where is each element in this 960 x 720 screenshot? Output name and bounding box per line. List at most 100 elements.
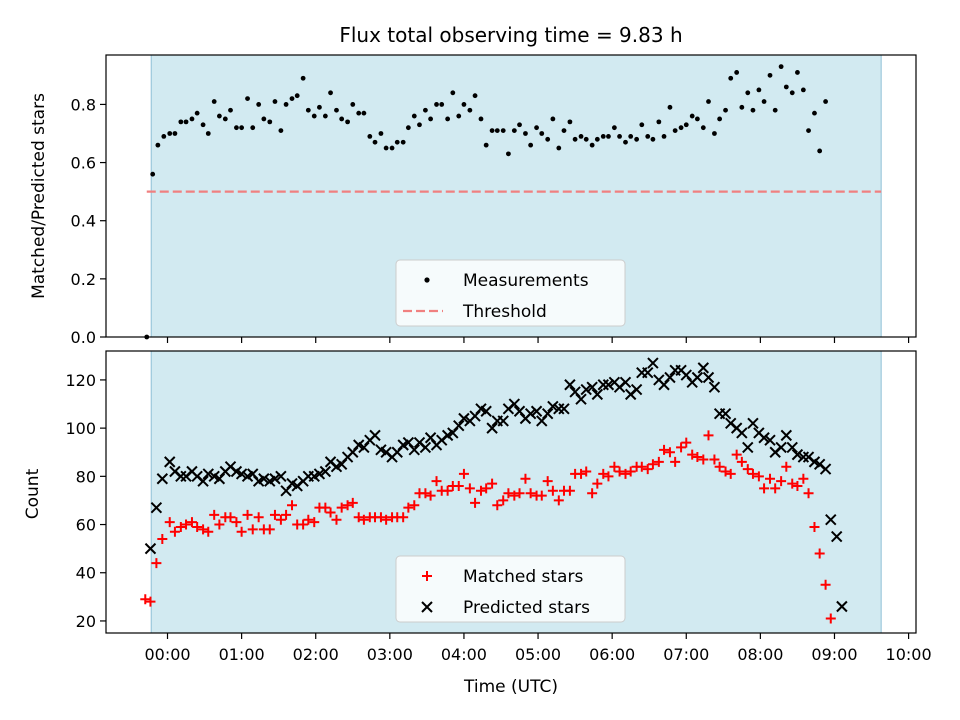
measurement-point	[539, 131, 545, 136]
star-count-points	[140, 357, 848, 624]
measurement-point	[317, 104, 322, 110]
x-tick-label: 07:00	[663, 645, 709, 664]
matched-star-point	[592, 478, 603, 489]
matched-star-point	[247, 524, 258, 535]
matched-star-point	[670, 456, 681, 467]
measurement-point	[611, 125, 617, 131]
measurement-point	[172, 131, 178, 136]
measurement-point	[228, 107, 233, 113]
matched-star-point	[720, 466, 731, 477]
legend-marker-predicted	[421, 601, 433, 613]
matched-star-point	[725, 468, 736, 479]
measurement-point	[283, 102, 289, 107]
predicted-star-point	[458, 412, 470, 425]
measurement-point	[728, 75, 734, 81]
matched-star-point	[358, 514, 369, 525]
predicted-star-point	[797, 451, 810, 463]
predicted-star-point	[786, 441, 798, 454]
predicted-star-point	[541, 407, 554, 420]
measurement-point	[428, 116, 433, 122]
matched-star-point	[542, 476, 553, 487]
x-tick-label: 02:00	[293, 645, 339, 664]
measurement-point	[812, 110, 817, 116]
x-tick-label: 08:00	[737, 645, 783, 664]
measurement-point	[667, 104, 673, 110]
matched-star-point	[787, 478, 798, 489]
measurement-point	[489, 128, 495, 133]
predicted-star-point	[164, 456, 176, 468]
matched-star-point	[798, 473, 809, 484]
measurement-point	[545, 136, 551, 142]
predicted-star-point	[202, 468, 214, 480]
matched-star-point	[614, 466, 625, 477]
measurement-point	[789, 90, 795, 96]
measurement-points	[144, 64, 828, 340]
measurement-point	[445, 116, 451, 122]
measurement-point	[506, 151, 511, 157]
matched-star-point	[647, 459, 658, 470]
matched-star-point	[342, 500, 353, 511]
matched-star-point	[503, 488, 514, 499]
legend-label: Matched stars	[463, 567, 583, 587]
predicted-star-point	[486, 422, 498, 434]
y-tick-label: 0.2	[71, 270, 96, 289]
measurement-point	[739, 104, 745, 110]
measurement-point	[167, 131, 173, 136]
measurement-point	[634, 136, 640, 142]
predicted-star-point	[530, 405, 543, 417]
y-tick-label: 0.6	[71, 154, 96, 173]
measurement-point	[189, 116, 195, 122]
predicted-star-point	[691, 371, 704, 384]
measurement-point	[278, 128, 284, 133]
measurement-point	[623, 139, 628, 145]
measurement-point	[606, 134, 611, 139]
matched-star-point	[747, 468, 758, 479]
matched-star-point	[714, 461, 725, 472]
matched-star-point	[609, 461, 620, 472]
measurement-point	[550, 116, 556, 122]
matched-star-point	[303, 514, 314, 525]
measurement-point	[628, 134, 634, 139]
bottom-axis-ticks: 20 40 60 80 100 120 00:00 01:00 02:00 03:00 04:00 0…	[65, 371, 931, 664]
measurement-point	[389, 145, 395, 151]
matched-star-point	[420, 488, 431, 499]
measurement-point	[511, 128, 517, 133]
measurement-point	[656, 119, 662, 125]
matched-star-point	[576, 468, 587, 479]
measurement-point	[639, 122, 645, 128]
matched-star-point	[381, 514, 392, 525]
y-tick-label: 0.0	[71, 328, 96, 347]
measurement-point	[350, 102, 356, 107]
measurement-point	[534, 125, 539, 131]
predicted-star-point	[547, 400, 559, 413]
predicted-star-point	[780, 429, 793, 442]
matched-star-point	[759, 483, 770, 494]
matched-star-point	[475, 485, 486, 496]
measurement-point	[589, 142, 595, 148]
matched-star-point	[481, 483, 492, 494]
predicted-star-point	[664, 371, 676, 384]
y-tick-label: 0.8	[71, 95, 96, 114]
measurement-point	[617, 134, 622, 139]
y-tick-label: 80	[76, 467, 96, 486]
predicted-star-point	[235, 468, 248, 480]
predicted-star-point	[258, 473, 270, 485]
predicted-star-point	[497, 415, 509, 427]
matched-star-point	[353, 512, 364, 523]
x-tick-label: 00:00	[144, 645, 190, 664]
matched-star-point	[431, 476, 442, 487]
measurement-point	[378, 131, 384, 136]
matched-star-point	[642, 464, 653, 475]
matched-star-point	[453, 480, 464, 491]
measurement-point	[178, 119, 184, 125]
measurement-point	[300, 75, 306, 81]
measurement-point	[795, 70, 800, 75]
measurement-point	[205, 131, 211, 136]
matched-star-point	[275, 514, 286, 525]
measurement-point	[383, 145, 389, 151]
predicted-star-point	[697, 362, 710, 374]
predicted-star-point	[758, 432, 770, 444]
measurement-point	[500, 128, 506, 133]
measurement-point	[267, 119, 273, 125]
